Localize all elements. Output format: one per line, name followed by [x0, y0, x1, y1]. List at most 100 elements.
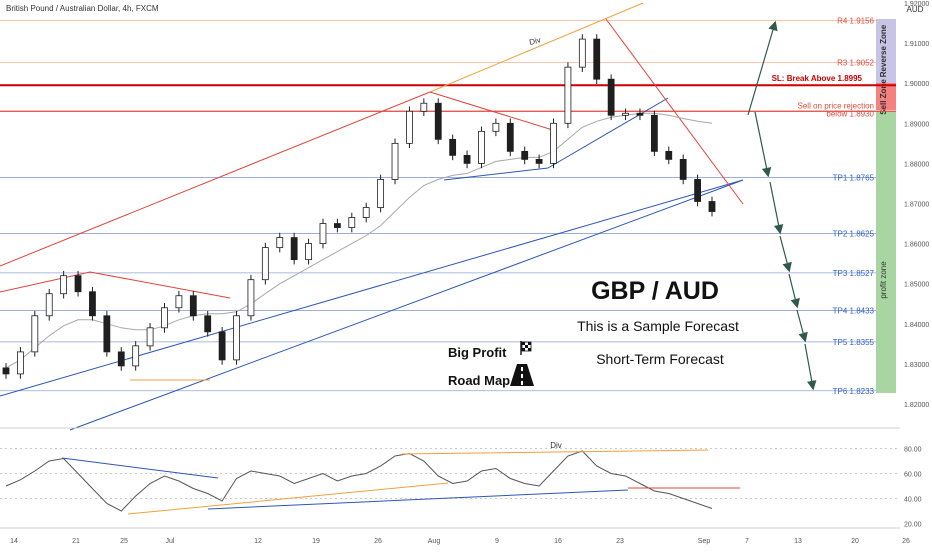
time-tick: 7: [745, 538, 749, 545]
price-tick: 1.84000: [904, 322, 929, 329]
candle-body: [362, 207, 370, 218]
level-label-tp6: TP6 1.8233: [833, 387, 875, 396]
sell-zone: [876, 83, 896, 110]
candle-body: [161, 307, 168, 329]
candle-body: [333, 223, 341, 228]
sell-zone-label: Sell Zone: [879, 79, 888, 115]
reverse-zone: [876, 19, 896, 83]
currency-label: AUD: [907, 5, 924, 14]
rsi-tick: 80.00: [904, 447, 922, 454]
time-tick: 12: [254, 538, 262, 545]
forecast-arrow-3: [779, 235, 792, 273]
big-profit-text: Big Profit: [448, 345, 507, 360]
price-tick: 1.86000: [904, 242, 929, 249]
price-tick: 1.82000: [904, 402, 929, 409]
rsi-tick: 40.00: [904, 497, 922, 504]
mid-red-line: [429, 91, 557, 132]
candle-body: [564, 66, 572, 124]
candle-body: [636, 112, 644, 116]
time-tick: 26: [902, 538, 910, 545]
time-tick: 14: [10, 538, 18, 545]
time-tick: 19: [312, 538, 320, 545]
candle-body: [17, 351, 24, 375]
price-tick: 1.91000: [904, 41, 929, 48]
road-map-text: Road Map: [448, 373, 510, 388]
candle-body: [708, 201, 716, 212]
pair-title: GBP / AUD: [591, 277, 719, 305]
level-label-r3: R3 1.9052: [837, 58, 874, 67]
div-label-main: Div: [528, 35, 541, 47]
candle-body: [694, 179, 701, 202]
rsi-axis: 80.00 60.00 40.00 20.00: [904, 447, 922, 529]
forecast-arrow-1: [754, 111, 772, 178]
price-tick: 1.85000: [904, 282, 929, 289]
price-tick: 1.90000: [904, 81, 929, 88]
candle-body: [189, 295, 197, 317]
time-tick: 26: [374, 538, 382, 545]
candle-body: [593, 38, 601, 80]
sample-forecast-text: This is a Sample Forecast: [577, 318, 739, 334]
level-label-tp2: TP2 1.8625: [833, 230, 875, 239]
price-axis: 1.92000 1.91000 1.90000 1.89000 1.88000 1.870…: [904, 1, 929, 409]
level-label-tp5: TP5 1.8355: [833, 338, 875, 347]
forecast-arrow-2: [769, 181, 784, 235]
candle-body: [31, 315, 39, 353]
candle-body: [665, 150, 673, 160]
candle-body: [117, 351, 125, 367]
time-axis: 14 21 25 Jul 12 19 26 Aug 9 16 23 Sep 7 13 20 26: [10, 538, 910, 545]
time-tick: 16: [554, 538, 562, 545]
candle-body: [2, 367, 10, 375]
rsi-orange-line: [127, 482, 449, 515]
descending-red-line: [605, 18, 744, 205]
level-label-tp3: TP3 1.8527: [833, 269, 875, 278]
moving-average-line: [5, 112, 713, 369]
candle-body: [550, 122, 557, 164]
candle-body: [578, 38, 586, 68]
level-label-tp1: TP1 1.8765: [833, 173, 875, 182]
time-tick: 9: [495, 538, 499, 545]
time-tick: 23: [616, 538, 624, 545]
candle-body: [391, 142, 399, 180]
price-tick: 1.83000: [904, 362, 929, 369]
profit-zone-label: profit zone: [879, 261, 888, 299]
time-tick: Aug: [428, 538, 441, 545]
time-tick: 25: [120, 538, 128, 545]
time-tick: Jul: [166, 538, 175, 545]
candle-body: [233, 315, 240, 361]
rsi-blue-line-2: [207, 489, 629, 510]
candle-body: [377, 179, 385, 208]
candle-body: [103, 315, 111, 353]
level-label-sl: SL: Break Above 1.8995: [772, 74, 863, 83]
early-red-line-2: [89, 271, 231, 299]
level-label-r4: R4 1.9156: [837, 17, 874, 26]
candle-body: [348, 217, 356, 228]
checkered-flag-icon: [520, 341, 532, 355]
candle-body: [463, 154, 471, 164]
channel-upper-red: [0, 91, 431, 267]
candle-body: [679, 158, 687, 180]
profit-zone: [876, 112, 896, 393]
mid-blue-line: [443, 167, 549, 181]
candle-body: [204, 315, 212, 333]
candle-body: [60, 275, 68, 295]
div-orange-line: [429, 2, 644, 93]
level-label-sell: Sell on price rejection: [798, 101, 874, 110]
candle-body: [74, 275, 82, 293]
candle-body: [132, 345, 140, 367]
time-tick: 20: [851, 538, 859, 545]
rsi-line: [5, 450, 713, 512]
candle-body: [492, 122, 500, 132]
candle-body: [420, 102, 428, 112]
candle-body: [622, 112, 629, 116]
mid-blue-line-2: [547, 97, 669, 169]
candle-body: [406, 110, 413, 144]
candle-body: [247, 279, 255, 317]
road-icon: [510, 364, 534, 386]
symbol-title: British Pound / Australian Dollar, 4h, F…: [6, 4, 159, 13]
candle-body: [506, 122, 514, 152]
reverse-zone-label: Reverse Zone: [879, 24, 888, 77]
candle-body: [650, 114, 658, 152]
candle-body: [478, 130, 485, 164]
